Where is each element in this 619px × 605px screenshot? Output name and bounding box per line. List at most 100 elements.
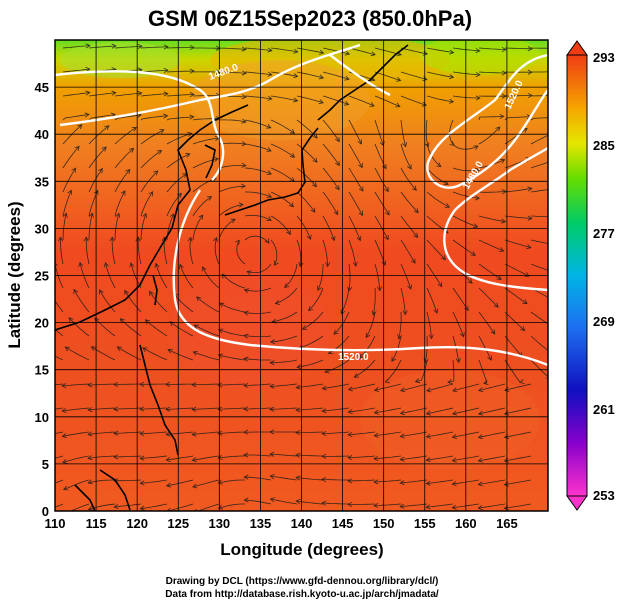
streamline <box>530 311 548 325</box>
streamline-arrow <box>99 289 104 295</box>
streamline <box>504 311 525 331</box>
streamline <box>426 191 450 208</box>
streamline <box>478 335 492 361</box>
plot-area <box>55 40 548 511</box>
streamline-arrow <box>129 147 135 153</box>
x-tick-label: 120 <box>126 516 148 531</box>
y-axis-ticks: 0 5 10 15 20 25 30 35 40 45 <box>35 80 49 519</box>
streamline-arrow <box>352 261 358 267</box>
streamline <box>140 46 169 49</box>
streamline <box>322 239 328 267</box>
streamline-arrow <box>473 145 479 151</box>
streamline-arrow <box>201 266 207 272</box>
y-axis-label: Latitude (degrees) <box>5 201 24 348</box>
streamline <box>244 119 271 129</box>
streamline-arrow <box>399 456 405 462</box>
streamline-arrow <box>307 306 314 312</box>
streamline-arrow <box>93 189 99 196</box>
contour-north-west <box>55 70 225 181</box>
streamline-arrow <box>269 451 275 457</box>
streamline <box>322 383 350 389</box>
streamline-arrow <box>269 339 276 345</box>
streamline-arrow <box>501 46 507 53</box>
x-tick-label: 145 <box>332 516 354 531</box>
streamline-arrow <box>312 182 317 188</box>
streamline-arrow <box>78 261 84 268</box>
streamline <box>244 335 272 337</box>
x-tick-label: 140 <box>291 516 313 531</box>
streamline-arrow <box>451 410 458 416</box>
streamline-arrow <box>193 324 200 330</box>
streamline <box>214 237 220 265</box>
streamline-arrow <box>448 98 455 104</box>
streamline <box>270 191 294 208</box>
streamline-arrow <box>325 262 331 268</box>
streamline <box>244 499 272 505</box>
streamline <box>347 503 376 505</box>
streamline-arrow <box>373 502 379 509</box>
streamline-arrow <box>87 407 93 413</box>
streamline-arrow <box>373 479 379 485</box>
streamline <box>478 383 506 391</box>
y-tick-label: 45 <box>35 80 49 95</box>
streamline-arrow <box>94 317 100 323</box>
streamline-arrow <box>333 210 339 216</box>
streamline-arrow <box>353 373 359 378</box>
streamline <box>218 185 246 193</box>
y-tick-label: 15 <box>35 363 49 378</box>
streamline-arrow <box>295 384 301 390</box>
streamline <box>296 383 324 388</box>
plot-frame <box>54 39 549 512</box>
streamline-arrow <box>358 353 365 359</box>
streamline <box>296 431 324 433</box>
streamline-arrow <box>477 481 483 487</box>
streamline-arrow <box>399 410 406 416</box>
streamline <box>192 431 220 435</box>
streamline <box>478 479 506 485</box>
streamline-arrow <box>358 186 364 192</box>
streamline-arrow <box>267 47 273 53</box>
streamline <box>322 47 350 55</box>
streamline <box>173 293 194 313</box>
streamline <box>140 431 168 435</box>
streamline-arrow <box>241 46 247 52</box>
streamline-arrow <box>425 457 431 463</box>
coastline-korea <box>204 144 216 179</box>
streamline <box>189 237 194 265</box>
streamline-arrow <box>344 50 351 56</box>
streamline <box>478 215 506 223</box>
coastline-taiwan <box>152 274 158 306</box>
streamline <box>137 237 142 265</box>
streamline-arrow <box>243 288 250 294</box>
streamline <box>218 479 245 484</box>
streamline <box>218 503 245 509</box>
streamline <box>236 240 246 265</box>
streamline-arrow <box>198 214 204 220</box>
streamline <box>340 287 350 314</box>
streamline-arrow <box>524 272 530 277</box>
streamline-arrow <box>266 170 272 175</box>
streamline-arrow <box>477 505 483 511</box>
streamline <box>478 503 506 509</box>
streamline <box>62 68 90 73</box>
contour-north-west-2 <box>59 43 361 127</box>
streamline <box>88 431 116 435</box>
streamline-arrow <box>385 210 390 216</box>
streamline <box>88 92 116 97</box>
streamline-arrow <box>165 482 172 488</box>
warm-patch-tropics <box>360 370 540 470</box>
streamline-arrow <box>109 236 115 242</box>
streamline-arrow <box>187 131 193 137</box>
streamline <box>166 455 194 461</box>
streamline <box>270 215 291 235</box>
streamline <box>275 287 298 304</box>
contour-subtropical-high <box>172 189 548 367</box>
streamline <box>374 71 401 81</box>
colorbar-tick-label: 277 <box>593 226 615 241</box>
streamline <box>322 167 340 190</box>
streamline <box>113 407 142 410</box>
streamline-arrow <box>266 147 272 152</box>
streamline <box>426 167 449 185</box>
x-tick-label: 135 <box>250 516 272 531</box>
streamline-arrow <box>139 381 145 387</box>
